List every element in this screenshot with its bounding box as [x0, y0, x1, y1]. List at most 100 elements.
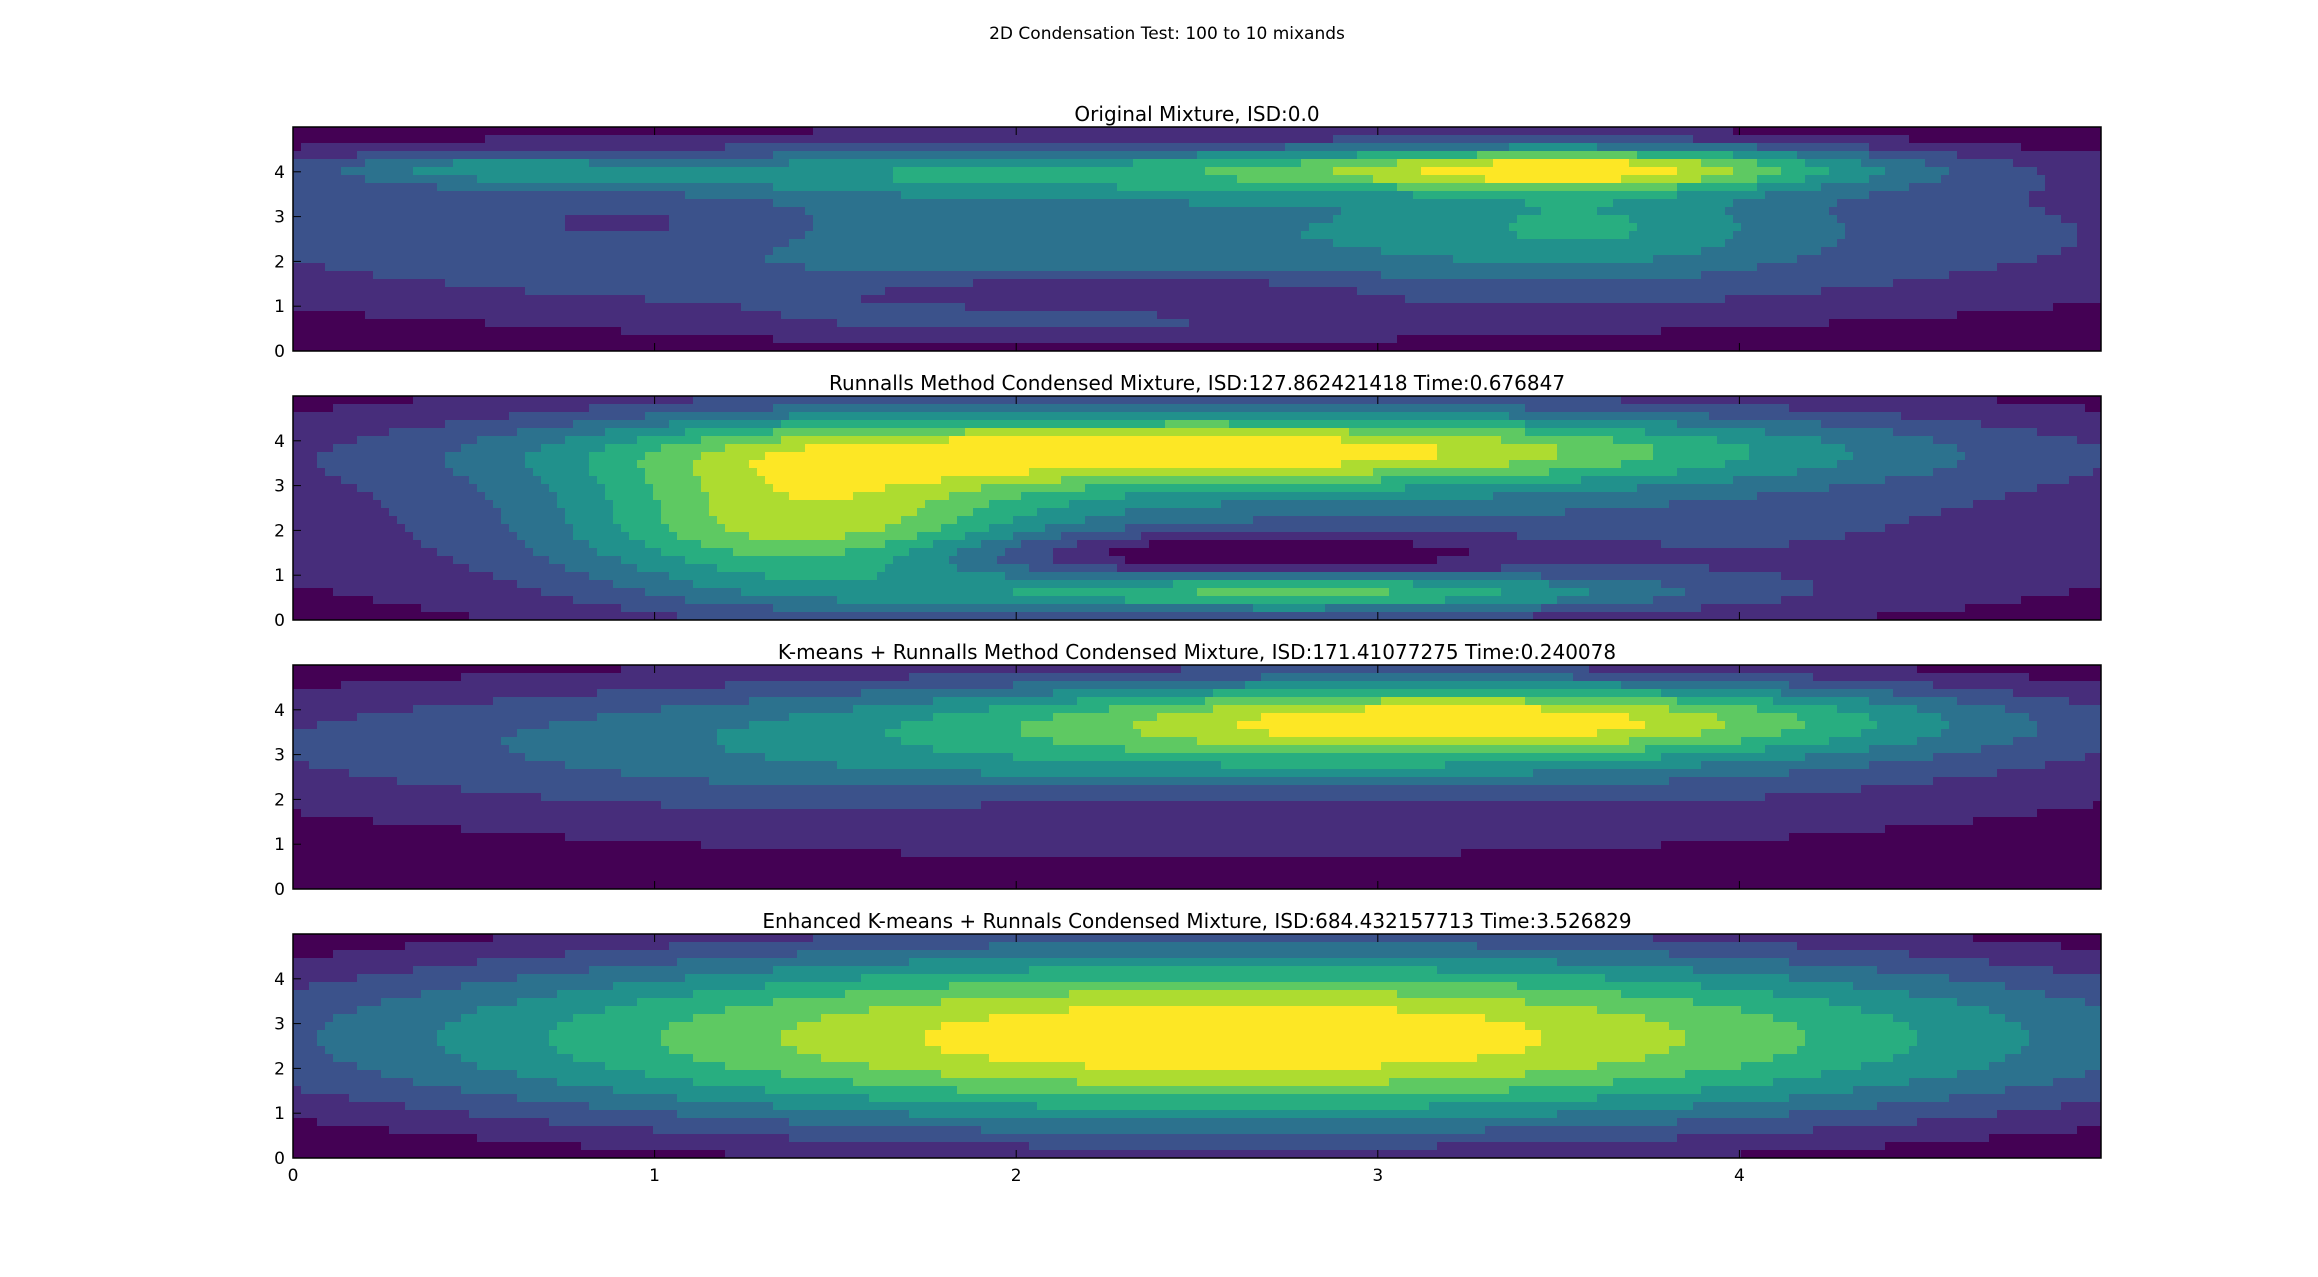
contour-band [701, 452, 766, 461]
contour-band [293, 1070, 382, 1079]
contour-band [853, 705, 990, 714]
panel-title: Runnalls Method Condensed Mixture, ISD:1… [829, 371, 1565, 395]
contour-band [1013, 753, 1662, 762]
contour-band [1517, 982, 1702, 991]
contour-band [1629, 231, 1734, 240]
contour-band [1405, 295, 1726, 304]
contour-band [1125, 508, 1566, 517]
contour-band [293, 564, 470, 573]
contour-band [1917, 705, 2006, 714]
contour-band [957, 516, 1014, 525]
contour-band [1781, 689, 1894, 698]
contour-band [965, 303, 2054, 312]
contour-band [1725, 460, 1838, 469]
contour-band [293, 1094, 350, 1103]
contour-band [1669, 705, 1758, 714]
contour-band [1765, 793, 2101, 802]
contour-band [501, 508, 566, 517]
contour-band [1797, 468, 1934, 477]
contour-band [1373, 175, 1486, 184]
contour-band [597, 548, 662, 557]
contour-band [725, 524, 886, 533]
contour-band [1037, 1102, 1430, 1111]
contour-band [765, 982, 950, 991]
contour-band [565, 950, 798, 959]
contour-band [741, 588, 1014, 597]
contour-band [525, 753, 766, 762]
contour-band [1509, 460, 1622, 469]
contour-band [837, 319, 1190, 328]
contour-band [1677, 697, 1774, 706]
contour-band [613, 580, 694, 589]
contour-band [341, 167, 414, 176]
contour-band [1701, 729, 1782, 738]
contour-band [1805, 1030, 1918, 1039]
contour-band [293, 159, 366, 168]
axes-frame [292, 395, 2102, 621]
contour-band [293, 143, 302, 152]
contour-band [693, 396, 1622, 405]
contour-band [333, 950, 566, 959]
contour-band [1373, 468, 1550, 477]
contour-band [1685, 1038, 1806, 1047]
contour-band [1365, 705, 1542, 714]
contour-band [293, 183, 438, 192]
contour-band [1405, 484, 1638, 493]
contour-band [1805, 1038, 1918, 1047]
contour-band [2053, 1078, 2101, 1087]
contour-band [517, 532, 574, 541]
contour-band [1701, 247, 1822, 256]
contour-band [1525, 404, 1790, 413]
contour-band [869, 1062, 1086, 1071]
contour-band [2037, 729, 2101, 738]
contour-band [293, 396, 414, 405]
contour-band [693, 1054, 822, 1063]
contour-band [981, 540, 1022, 549]
y-tick-label: 0 [274, 342, 285, 362]
contour-band [2069, 588, 2101, 597]
contour-band [341, 476, 470, 485]
contour-band [1333, 215, 1518, 224]
contour-band [1885, 1142, 2101, 1151]
contour-band [2037, 167, 2101, 176]
contour-band [293, 580, 518, 589]
contour-band [389, 508, 502, 517]
contour-band [317, 1038, 438, 1047]
contour-band [773, 484, 886, 493]
contour-band [1869, 175, 1942, 184]
contour-band [1765, 191, 1870, 200]
contour-band [1525, 1046, 1670, 1055]
contour-band [293, 745, 510, 754]
contour-band [293, 705, 414, 714]
contour-band [1789, 833, 2101, 842]
y-tick-label: 0 [274, 880, 285, 900]
contour-band [1117, 564, 1502, 573]
contour-band [1029, 564, 1118, 573]
contour-band [725, 444, 806, 453]
contour-band [1541, 705, 1670, 714]
contour-band [1741, 1150, 2101, 1158]
contour-band [1453, 255, 1654, 264]
contour-band [565, 564, 638, 573]
contour-band [341, 681, 726, 690]
contour-band [725, 1150, 1742, 1158]
contour-band [773, 247, 1382, 256]
contour-band [1341, 207, 1542, 216]
contour-band [813, 215, 1334, 224]
y-tick-label: 2 [274, 521, 285, 541]
contour-band [605, 492, 654, 501]
contour-band [773, 428, 966, 437]
contour-band [645, 588, 742, 597]
contour-band [621, 327, 1662, 336]
contour-band [1797, 942, 2062, 951]
contour-band [661, 516, 718, 525]
contour-band [1829, 737, 1918, 746]
contour-band [517, 1094, 678, 1103]
y-tick-label: 4 [274, 163, 285, 183]
contour-band [781, 311, 1158, 320]
contour-band [293, 500, 382, 509]
contour-band [1909, 1022, 2022, 1031]
contour-band [1797, 255, 2038, 264]
contour-band [781, 436, 950, 445]
contour-band [965, 532, 1014, 541]
